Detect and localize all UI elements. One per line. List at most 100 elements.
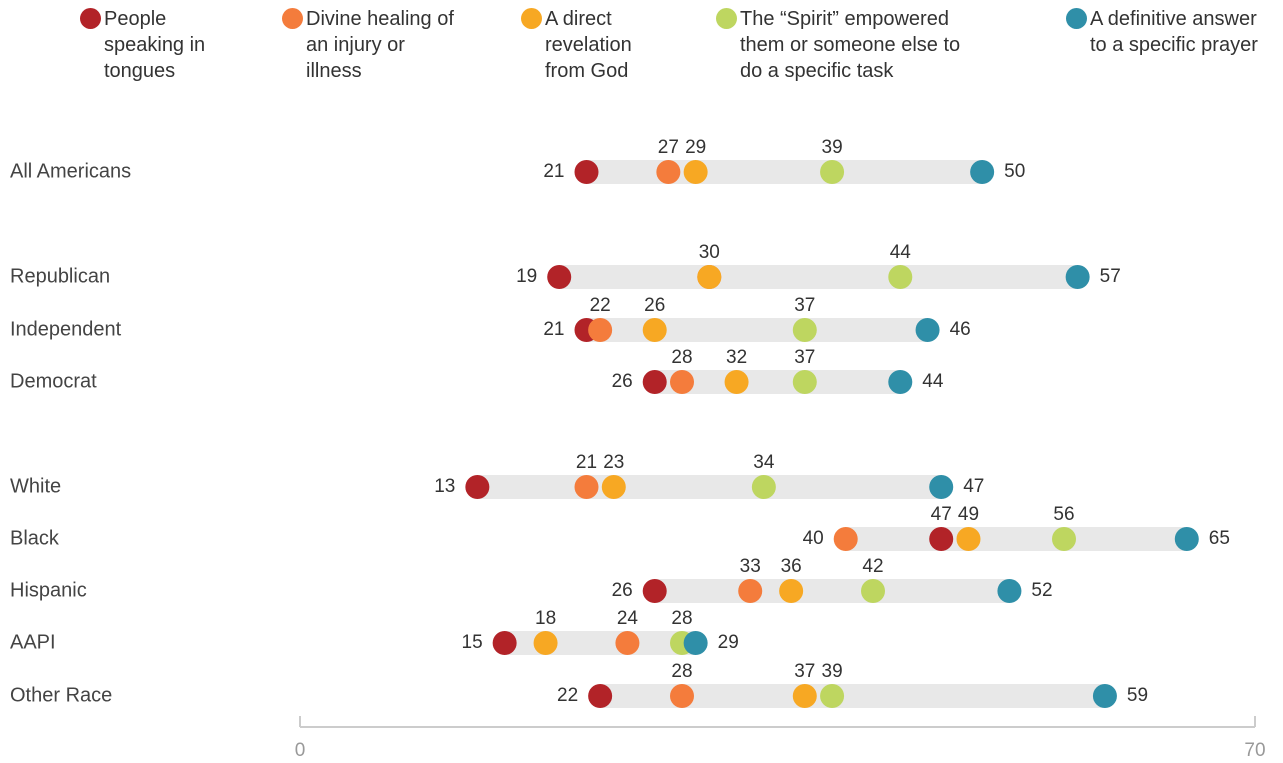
dot — [833, 527, 858, 551]
value-label: 21 — [576, 452, 597, 473]
dot — [601, 475, 626, 499]
dot — [1052, 527, 1076, 551]
dot — [751, 475, 776, 499]
value-label: 21 — [543, 319, 564, 340]
range-bar — [586, 160, 983, 184]
value-label: 39 — [822, 137, 843, 158]
dot — [656, 160, 681, 184]
dot — [683, 160, 708, 184]
x-tick-label: 70 — [1244, 740, 1265, 761]
value-label: 26 — [644, 295, 665, 316]
legend-swatch — [80, 8, 101, 29]
dot — [724, 370, 749, 394]
dot — [997, 579, 1022, 603]
value-label: 46 — [950, 319, 971, 340]
legend-item: The “Spirit” empowered them or someone e… — [716, 6, 980, 84]
value-label: 37 — [794, 295, 815, 316]
value-label: 50 — [1004, 161, 1025, 182]
dot — [533, 631, 558, 655]
dot — [642, 370, 667, 394]
category-label: Black — [10, 527, 60, 549]
dot — [861, 579, 885, 603]
value-label: 36 — [781, 556, 802, 577]
dot — [670, 684, 694, 708]
dot — [642, 579, 667, 603]
value-label: 40 — [803, 528, 824, 549]
legend-item: People speaking in tongues — [80, 6, 224, 84]
dot — [465, 475, 490, 499]
category-label: Republican — [10, 265, 110, 287]
dot — [779, 579, 804, 603]
value-label: 18 — [535, 608, 556, 629]
dot — [1065, 265, 1090, 289]
range-bar — [845, 527, 1187, 551]
value-label: 29 — [718, 632, 739, 653]
legend-label: Divine healing of an injury or illness — [306, 8, 454, 82]
value-label: 23 — [603, 452, 624, 473]
dot — [574, 160, 599, 184]
value-label: 52 — [1031, 580, 1052, 601]
dot — [738, 579, 763, 603]
value-label: 13 — [434, 476, 455, 497]
dot — [547, 265, 572, 289]
range-bar — [559, 265, 1078, 289]
value-label: 24 — [617, 608, 639, 629]
legend-swatch — [521, 8, 542, 29]
dot — [888, 265, 913, 289]
value-label: 65 — [1209, 528, 1230, 549]
value-label: 26 — [612, 371, 633, 392]
dot — [574, 475, 599, 499]
dot — [1092, 684, 1117, 708]
category-label: Other Race — [10, 684, 112, 706]
category-label: AAPI — [10, 631, 56, 653]
value-label: 32 — [726, 347, 747, 368]
range-bar — [654, 579, 1010, 603]
dot — [929, 475, 954, 499]
range-bar — [477, 475, 942, 499]
value-label: 26 — [612, 580, 633, 601]
value-label: 27 — [658, 137, 679, 158]
dot — [588, 318, 613, 342]
value-label: 37 — [794, 347, 815, 368]
value-label: 22 — [590, 295, 611, 316]
value-label: 34 — [753, 452, 775, 473]
dot — [588, 684, 613, 708]
dot — [888, 370, 913, 394]
value-label: 47 — [931, 504, 952, 525]
value-label: 56 — [1053, 504, 1074, 525]
dot — [792, 318, 817, 342]
category-label: Independent — [10, 318, 122, 340]
value-label: 37 — [794, 661, 815, 682]
legend-label: A definitive answer to a specific prayer — [1090, 8, 1258, 56]
range-bar — [504, 631, 696, 655]
dot — [1174, 527, 1199, 551]
dot — [820, 160, 845, 184]
legend-swatch — [716, 8, 737, 29]
dot — [697, 265, 722, 289]
dot — [642, 318, 667, 342]
x-tick-label: 0 — [295, 740, 306, 761]
dot — [683, 631, 708, 655]
value-label: 21 — [543, 161, 564, 182]
category-label: All Americans — [10, 160, 131, 182]
value-label: 44 — [922, 371, 944, 392]
range-bar — [654, 370, 901, 394]
value-label: 19 — [516, 266, 537, 287]
dot — [792, 684, 817, 708]
category-label: White — [10, 475, 61, 497]
value-label: 42 — [862, 556, 883, 577]
value-label: 59 — [1127, 685, 1148, 706]
value-label: 15 — [462, 632, 483, 653]
value-label: 30 — [699, 242, 720, 263]
legend-label: People speaking in tongues — [104, 8, 206, 82]
range-bar — [586, 318, 928, 342]
value-label: 39 — [822, 661, 843, 682]
dot — [929, 527, 954, 551]
value-label: 28 — [671, 347, 692, 368]
dot — [615, 631, 640, 655]
value-label: 29 — [685, 137, 706, 158]
legend-label: The “Spirit” empowered them or someone e… — [740, 8, 961, 82]
value-label: 28 — [671, 608, 692, 629]
legend-item: Divine healing of an injury or illness — [282, 6, 456, 84]
